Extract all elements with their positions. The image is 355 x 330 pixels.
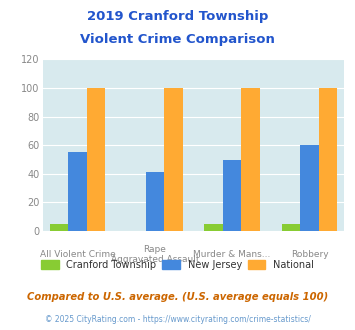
Text: All Violent Crime: All Violent Crime <box>39 249 115 259</box>
Text: © 2025 CityRating.com - https://www.cityrating.com/crime-statistics/: © 2025 CityRating.com - https://www.city… <box>45 315 310 324</box>
Bar <box>241 88 260 231</box>
Bar <box>223 159 241 231</box>
Bar <box>300 145 319 231</box>
Bar <box>319 88 337 231</box>
Bar <box>282 224 300 231</box>
Bar <box>164 88 182 231</box>
Text: Rape: Rape <box>143 245 166 254</box>
Legend: Cranford Township, New Jersey, National: Cranford Township, New Jersey, National <box>37 256 318 274</box>
Text: Aggravated Assault: Aggravated Assault <box>110 255 199 264</box>
Bar <box>204 224 223 231</box>
Text: 2019 Cranford Township: 2019 Cranford Township <box>87 10 268 23</box>
Bar <box>146 172 164 231</box>
Bar <box>87 88 105 231</box>
Bar <box>68 152 87 231</box>
Text: Violent Crime Comparison: Violent Crime Comparison <box>80 33 275 46</box>
Text: Robbery: Robbery <box>291 249 328 259</box>
Bar <box>50 224 68 231</box>
Text: Murder & Mans...: Murder & Mans... <box>193 249 271 259</box>
Text: Compared to U.S. average. (U.S. average equals 100): Compared to U.S. average. (U.S. average … <box>27 292 328 302</box>
